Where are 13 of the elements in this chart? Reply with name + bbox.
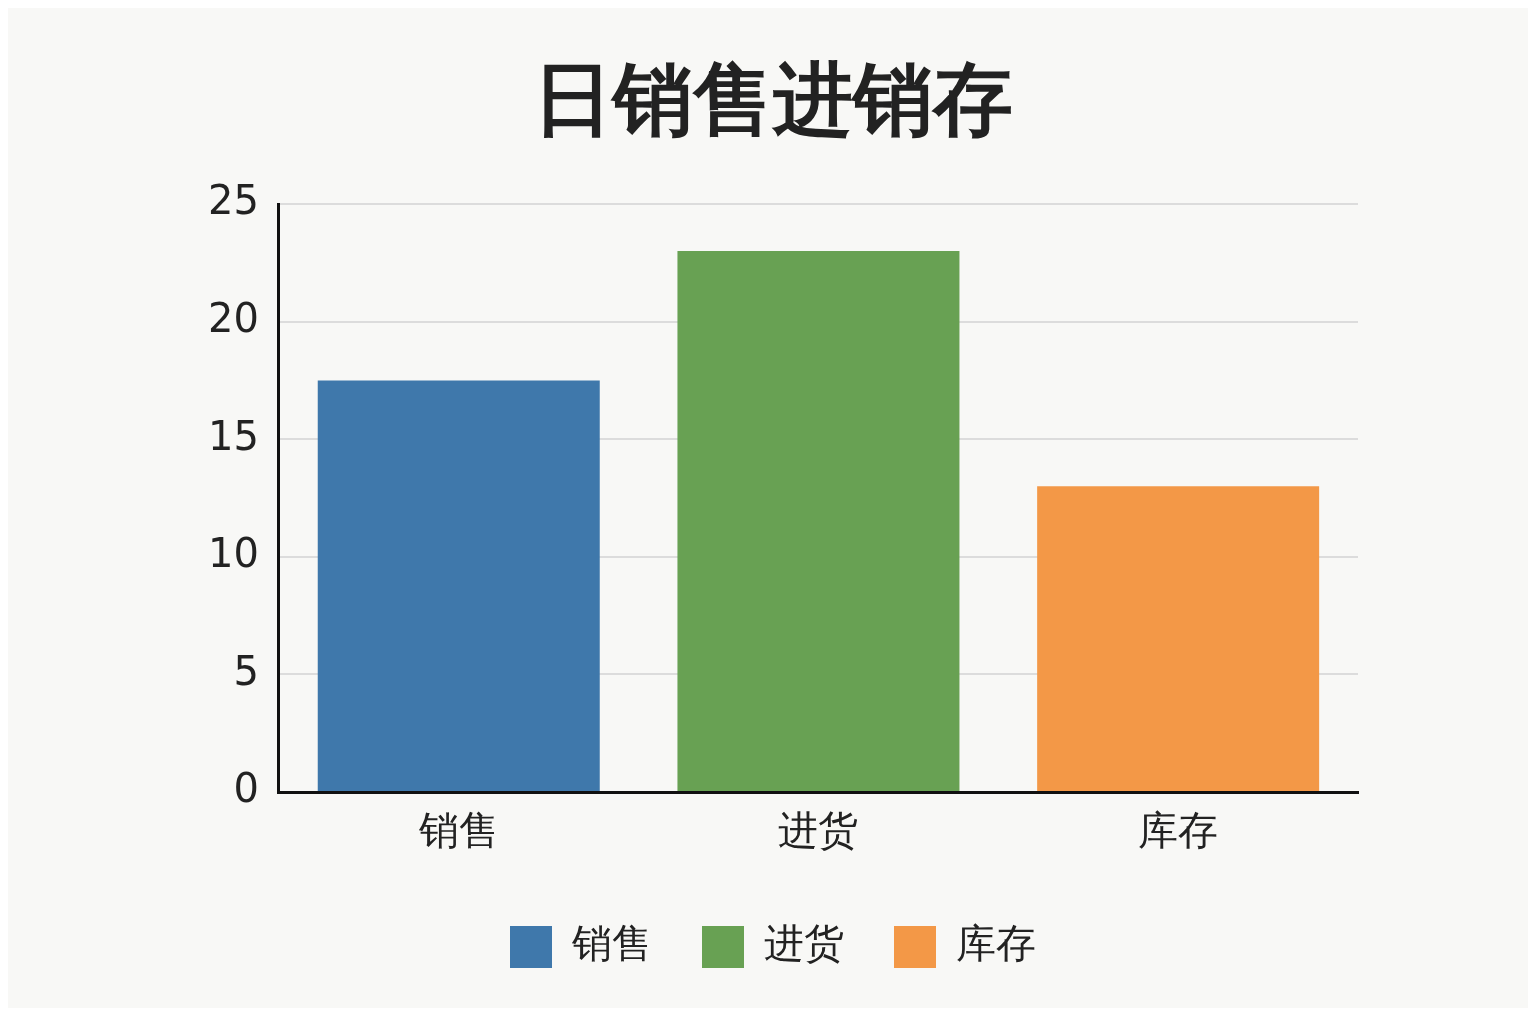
- y-tick-label: 15: [207, 412, 259, 459]
- chart-title: 日销售进销存: [533, 52, 1013, 146]
- y-tick-label: 0: [233, 765, 259, 812]
- x-tick-label: 进货: [778, 807, 859, 854]
- y-tick-label: 25: [207, 177, 259, 224]
- y-tick-label: 10: [207, 530, 259, 577]
- legend-label: 库存: [956, 920, 1036, 967]
- x-tick-label: 销售: [417, 807, 499, 854]
- legend-label: 销售: [571, 920, 652, 967]
- legend-label: 进货: [764, 920, 844, 967]
- y-tick-label: 5: [233, 647, 259, 694]
- x-tick-label: 库存: [1138, 807, 1219, 854]
- y-tick-label: 20: [207, 294, 259, 341]
